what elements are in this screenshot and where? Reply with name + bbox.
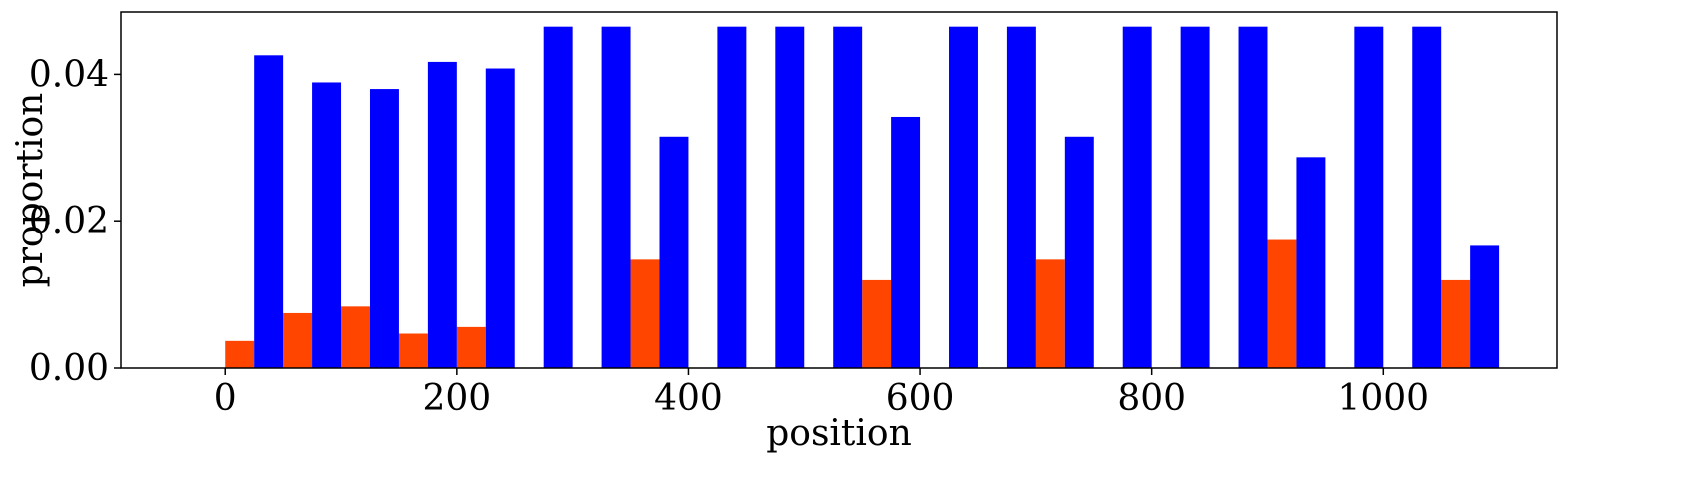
bar-series2-1 [312,82,342,369]
bar-series2-0 [254,55,284,368]
x-axis-label: position [766,413,912,454]
bar-series1-21 [1441,279,1471,368]
bar-series2-19 [1354,26,1384,368]
bar-series1-0 [225,340,255,368]
bar-series2-6 [601,26,631,368]
bar-series1-3 [398,333,428,368]
bar-series2-17 [1238,26,1268,368]
bar-series2-4 [485,68,515,368]
y-tick-label: 0.02 [29,201,109,242]
bar-series2-5 [543,26,573,368]
bar-series1-2 [341,306,370,368]
bar-series2-11 [891,116,921,368]
bar-series2-18 [1296,157,1326,368]
bar-series2-2 [369,89,399,368]
bar-series2-8 [717,26,747,368]
bar-series1-18 [1267,239,1297,368]
bars-layer [225,26,1500,369]
bar-series2-14 [1064,136,1094,368]
y-tick-label: 0.00 [29,348,109,389]
bar-series2-9 [775,26,805,368]
x-tick-label: 600 [886,378,955,419]
x-tick-label: 200 [422,378,491,419]
x-axis: 0 200 400 600 800 1000 [214,368,1429,419]
bar-series1-1 [283,312,313,368]
plot-frame [120,11,1558,369]
bar-series1-14 [1035,259,1065,368]
bar-series2-21 [1470,245,1500,368]
x-tick-label: 400 [654,378,723,419]
y-tick-label: 0.04 [29,54,109,95]
bar-series1-7 [630,259,660,368]
bar-series2-10 [833,26,863,368]
x-tick-label: 800 [1117,378,1186,419]
bar-series2-3 [427,61,457,369]
x-tick-label: 0 [214,378,237,419]
bar-series2-13 [1006,26,1036,368]
bar-series2-15 [1122,26,1152,368]
x-tick-label: 1000 [1337,378,1429,419]
bar-series2-7 [659,136,689,368]
bar-series1-4 [456,326,486,368]
y-axis: 0.00 0.02 0.04 [29,54,121,389]
bar-series2-20 [1412,26,1442,368]
bar-series1-11 [862,279,892,368]
bar-series2-16 [1180,26,1210,368]
bar-series2-12 [949,26,978,368]
y-axis-label: proportion [10,93,51,288]
